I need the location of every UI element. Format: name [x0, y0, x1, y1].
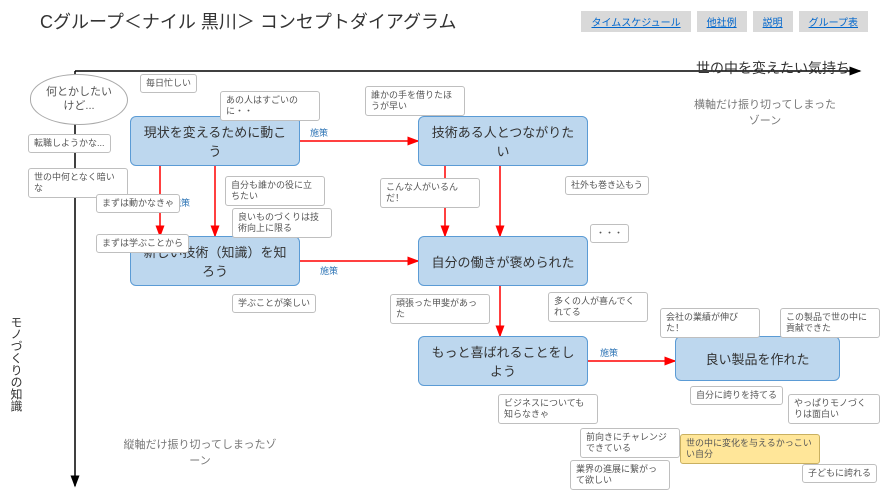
callout-worth: 頑張った甲斐があった: [390, 294, 490, 324]
callout-happy: 多くの人が喜んでくれてる: [548, 292, 648, 322]
callout-move: まずは動かなきゃ: [96, 194, 180, 213]
node-change-current: 現状を変えるために動こう: [130, 116, 300, 166]
node-connect-tech: 技術ある人とつながりたい: [418, 116, 588, 166]
page-title: Cグループ＜ナイル 黒川＞ コンセプトダイアグラム: [40, 8, 456, 34]
zone-bottom-left: 縦軸だけ振り切ってしまったゾーン: [120, 436, 280, 468]
callout-learn: まずは学ぶことから: [96, 234, 189, 253]
callout-useful: 自分も誰かの役に立ちたい: [225, 176, 325, 206]
shisaku-label-4: 施策: [320, 264, 338, 277]
node-praised: 自分の働きが褒められた: [418, 236, 588, 286]
callout-borrow: 誰かの手を借りたほうが早い: [365, 86, 465, 116]
callout-contrib: この製品で世の中に貢献できた: [780, 308, 880, 338]
x-axis-label: 世の中を変えたい気持ち: [696, 58, 850, 78]
callout-proud: 自分に誇りを持てる: [690, 386, 783, 405]
callout-cool-self: 世の中に変化を与えるかっこいい自分: [680, 434, 820, 464]
callout-fun: 学ぶことが楽しい: [232, 294, 316, 313]
callout-busy: 毎日忙しい: [140, 74, 197, 93]
nav-other-examples[interactable]: 他社例: [697, 11, 747, 32]
callout-dots: ・・・: [590, 224, 629, 243]
header: Cグループ＜ナイル 黒川＞ コンセプトダイアグラム タイムスケジュール 他社例 …: [0, 0, 880, 38]
callout-challenge: 前向きにチャレンジできている: [580, 428, 680, 458]
callout-outside: 社外も巻き込もう: [565, 176, 649, 195]
nav-links: タイムスケジュール 他社例 説明 グループ表: [581, 11, 868, 32]
callout-manufun: やっぱりモノづくりは面白い: [788, 394, 880, 424]
callout-kids: 子どもに誇れる: [802, 464, 877, 483]
shisaku-label-5: 施策: [600, 346, 618, 359]
callout-biz: ビジネスについても知らなきゃ: [498, 394, 598, 424]
nav-explanation[interactable]: 説明: [753, 11, 793, 32]
callout-exist: こんな人がいるんだ！: [380, 178, 480, 208]
callout-amazing: あの人はすごいのに・・: [220, 91, 320, 121]
zone-top-right: 横軸だけ振り切ってしまったゾーン: [690, 96, 840, 128]
shisaku-label: 施策: [310, 126, 328, 139]
cloud-thought: 何とかしたいけど...: [30, 74, 128, 125]
node-more-joy: もっと喜ばれることをしよう: [418, 336, 588, 386]
callout-switch: 転職しようかな...: [28, 134, 111, 153]
callout-industry: 業界の進展に繋がって欲しい: [570, 460, 670, 490]
diagram-canvas: 世の中を変えたい気持ち モノづくりの知識 何とかしたいけど... 現状を変えるた…: [0, 36, 880, 500]
y-axis-label: モノづくりの知識: [8, 316, 25, 412]
callout-craft: 良いものづくりは技術向上に限る: [232, 208, 332, 238]
callout-perf: 会社の業績が伸びた！: [660, 308, 760, 338]
node-good-product: 良い製品を作れた: [675, 336, 840, 381]
nav-timeschedule[interactable]: タイムスケジュール: [581, 11, 690, 32]
nav-group-table[interactable]: グループ表: [799, 11, 868, 32]
